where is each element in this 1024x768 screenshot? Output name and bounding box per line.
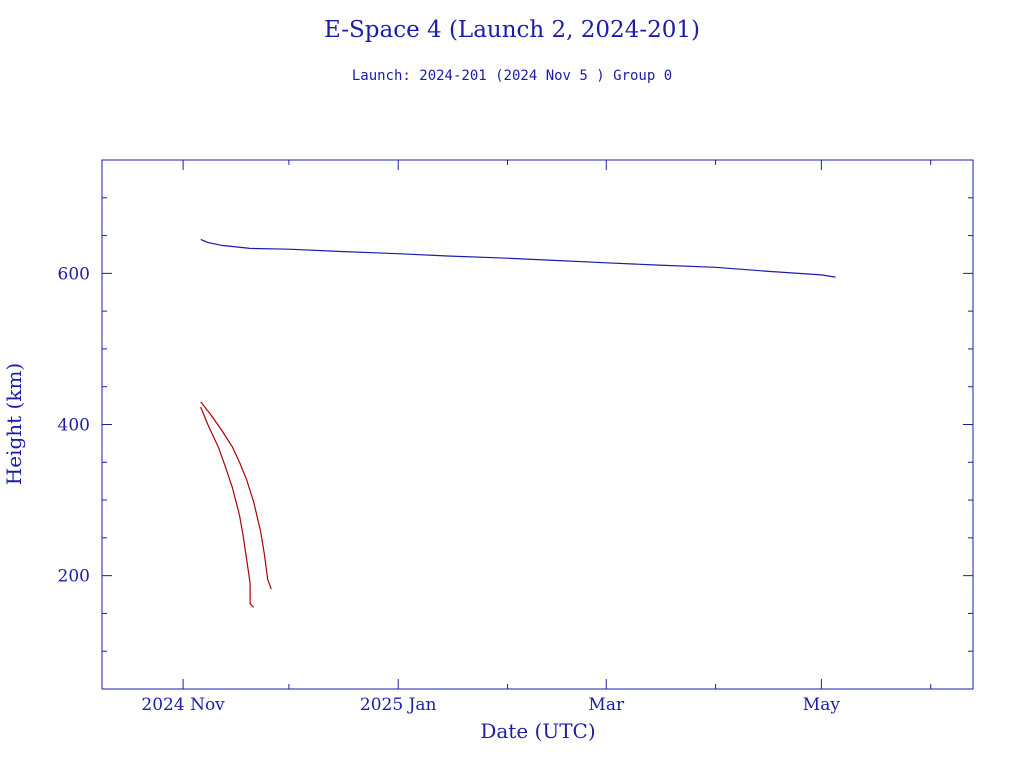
x-tick-label: 2025 Jan [360,695,437,715]
series-line-1 [200,238,836,278]
major-ticks [102,160,973,689]
y-tick-label: 400 [58,416,90,436]
series-line-2 [200,401,272,590]
y-tick-label: 600 [58,264,90,284]
plot-frame [101,159,974,690]
x-tick-labels: 2024 Nov 2025 Jan Mar May [141,695,840,715]
series-line-3 [200,406,255,608]
y-tick-labels: 200 400 600 [58,264,90,586]
series-lines [200,238,836,608]
chart-title: E-Space 4 (Launch 2, 2024-201) [324,17,700,43]
x-tick-label: 2024 Nov [141,695,225,715]
chart-subtitle: Launch: 2024-201 (2024 Nov 5 ) Group 0 [352,68,672,84]
y-tick-label: 200 [58,567,90,587]
y-axis-label: Height (km) [2,363,26,485]
x-tick-label: May [803,695,841,715]
x-tick-label: Mar [588,695,625,715]
x-axis-label: Date (UTC) [480,719,595,743]
minor-ticks [102,160,973,689]
